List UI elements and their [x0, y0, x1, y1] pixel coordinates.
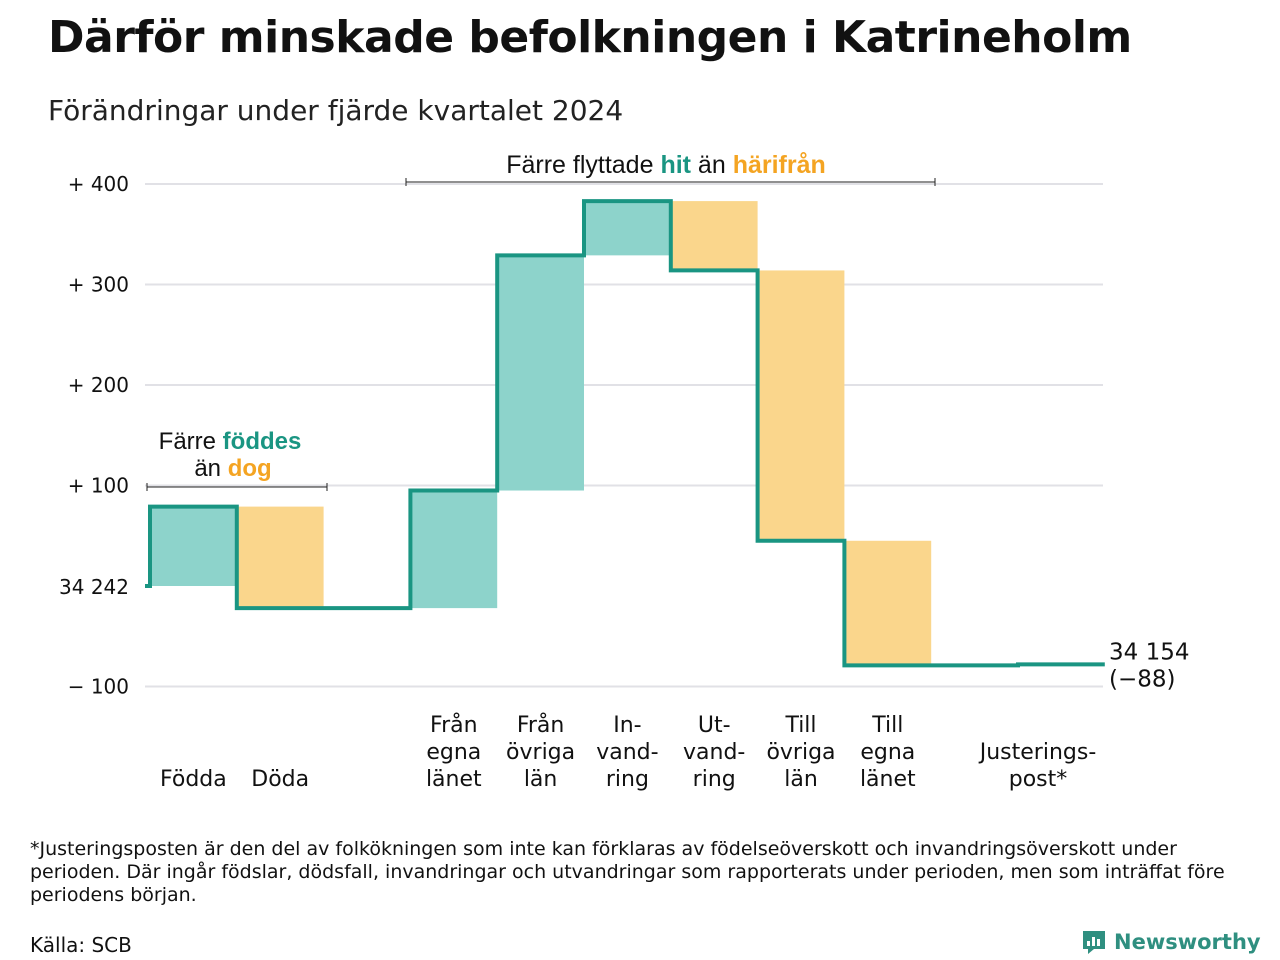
annotation-bracket: [146, 483, 328, 491]
x-label: egna: [860, 740, 915, 765]
bar-in: [584, 201, 671, 256]
x-label: Till: [871, 713, 903, 738]
x-label: länet: [426, 767, 482, 792]
waterfall-bars: [150, 201, 932, 666]
annotation-births-deaths-line2: än dog: [194, 455, 271, 482]
y-tick-label: + 200: [68, 373, 129, 397]
y-axis-ticks: + 400 + 300 + 200 + 100 − 100 34 242 34 154(−8…: [59, 172, 1189, 699]
x-label: ring: [693, 767, 736, 792]
x-label: länet: [860, 767, 916, 792]
bar-ut: [670, 201, 758, 271]
x-label: Till: [784, 713, 816, 738]
annotation-migration: Färre flyttade hit än härifrån: [506, 151, 826, 179]
end-value-label: 34 154: [1109, 639, 1189, 665]
annotation-highlight-in: hit: [660, 151, 691, 179]
source-credit: Källa: SCB: [30, 933, 132, 957]
x-label: vand-: [683, 740, 745, 765]
bar-från: [410, 490, 498, 609]
annotation-highlight-out: dog: [228, 455, 272, 482]
start-value-label: 34 242: [59, 575, 129, 599]
x-axis-labels: Födda DödaFrånegnalänetFrånövrigalänIn-va…: [160, 712, 1096, 792]
footnote: *Justeringsposten är den del av folkökni…: [30, 838, 1225, 906]
annotation-text: än: [691, 151, 733, 179]
end-change-label: (−88): [1109, 666, 1175, 692]
x-label: län: [524, 767, 558, 792]
annotation-highlight-in: föddes: [223, 428, 302, 455]
annotation-text: än: [194, 455, 227, 482]
x-label: övriga: [766, 740, 835, 765]
x-label: övriga: [506, 740, 575, 765]
y-tick-label: − 100: [68, 675, 129, 699]
annotation-text: Färre: [159, 428, 223, 455]
x-label: egna: [426, 740, 481, 765]
x-label: In-: [613, 713, 641, 738]
y-tick-label: + 300: [68, 273, 129, 297]
brand-name: Newsworthy: [1114, 930, 1261, 954]
bar-till: [757, 270, 845, 541]
cumulative-line: [145, 199, 1105, 668]
x-label: post*: [1009, 767, 1068, 792]
x-label: län: [784, 767, 818, 792]
annotation-text: Färre flyttade: [506, 151, 660, 179]
x-label: Från: [517, 712, 565, 738]
bar-från: [497, 255, 584, 491]
annotation-births-deaths: Färre föddes: [159, 428, 302, 455]
bar-döda: [236, 506, 324, 609]
y-tick-label: + 400: [68, 172, 129, 196]
x-label: Justerings-: [978, 740, 1097, 765]
x-label: vand-: [596, 740, 658, 765]
brand-logo[interactable]: Newsworthy: [1080, 928, 1261, 956]
annotation-bracket: [405, 178, 936, 186]
bar-födda: [150, 506, 237, 586]
grid-lines: [145, 183, 1103, 688]
x-label: ring: [606, 767, 649, 792]
chart-subtitle: Förändringar under fjärde kvartalet 2024: [48, 94, 624, 127]
annotation-highlight-out: härifrån: [733, 151, 826, 179]
x-label: Döda: [251, 767, 309, 792]
x-label: Ut-: [698, 713, 731, 738]
x-label: Från: [430, 712, 478, 738]
cumulative-step-line: [145, 199, 1105, 668]
x-label: Födda: [160, 767, 227, 792]
y-tick-label: + 100: [68, 474, 129, 498]
bar-till: [844, 540, 932, 666]
waterfall-chart: + 400 + 300 + 200 + 100 − 100 34 242 34 154(−8…: [59, 151, 1189, 792]
chart-title: Därför minskade befolkningen i Katrineho…: [48, 12, 1132, 63]
chart-bubble-icon: [1083, 931, 1105, 954]
